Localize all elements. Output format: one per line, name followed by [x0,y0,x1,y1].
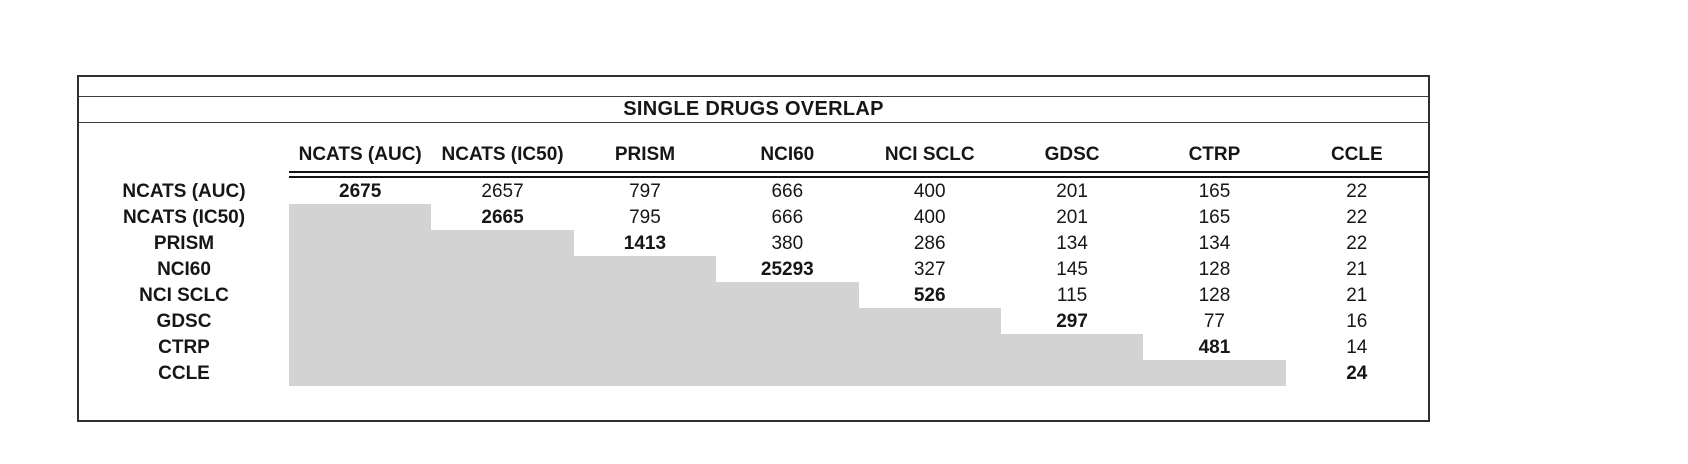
column-header-nci60: NCI60 [760,143,815,165]
value-cell: 22 [1346,180,1368,202]
value-cell: 16 [1346,310,1368,332]
value-cell: 2665 [481,206,524,228]
row-label-nci-sclc: NCI SCLC [139,284,229,306]
shaded-cell [716,308,859,334]
table-row-nci60: NCI60 25293 327 145 128 21 [79,256,1428,282]
title-row: SINGLE DRUGS OVERLAP [79,97,1428,123]
value-cell: 24 [1346,362,1368,384]
value-cell: 297 [1056,310,1088,332]
shaded-cell [573,308,717,334]
value-cell: 327 [913,258,946,280]
value-cell: 1413 [623,232,667,254]
table-row-ctrp: CTRP 481 14 [79,334,1428,360]
table-row-ccle: CCLE 24 [79,360,1428,386]
header-row: NCATS (AUC) NCATS (IC50) PRISM NCI60 NCI SCL… [79,137,1428,171]
column-header-ctrp: CTRP [1188,143,1241,165]
row-label-prism: PRISM [153,232,215,254]
table-row-prism: PRISM 1413 380 286 134 134 22 [79,230,1428,256]
shaded-cell [1000,360,1144,386]
value-cell: 2657 [481,180,524,202]
value-cell: 400 [913,206,946,228]
value-cell: 128 [1198,284,1231,306]
header-spacer [79,123,1428,137]
row-label-ccle: CCLE [158,362,210,384]
value-cell: 145 [1056,258,1088,280]
table-row-gdsc: GDSC 297 77 16 [79,308,1428,334]
value-cell: 77 [1203,310,1225,332]
column-header-prism: PRISM [614,143,676,165]
value-cell: 22 [1346,206,1368,228]
row-label-gdsc: GDSC [156,310,212,332]
value-cell: 795 [629,206,661,228]
table-body: NCATS (AUC) 2675 2657 797 666 400 201 165 22 NCAT… [79,178,1428,386]
value-cell: 666 [771,206,804,228]
table-row-ncats-auc: NCATS (AUC) 2675 2657 797 666 400 201 165 22 [79,178,1428,204]
shaded-cell [858,308,1001,334]
shaded-cell [858,334,1001,360]
shaded-cell [431,230,574,256]
value-cell: 286 [913,232,946,254]
shaded-cell [431,334,574,360]
row-label-nci60: NCI60 [157,258,211,280]
shaded-cell [289,334,432,360]
shaded-cell [573,256,717,282]
value-cell: 134 [1056,232,1088,254]
value-cell: 14 [1346,336,1368,358]
column-header-gdsc: GDSC [1044,143,1100,165]
column-header-ncats-auc: NCATS (AUC) [298,143,422,165]
shaded-cell [716,334,859,360]
shaded-cell [573,282,717,308]
value-cell: 400 [913,180,946,202]
table-title: SINGLE DRUGS OVERLAP [623,98,884,120]
top-strip [79,77,1428,97]
value-cell: 21 [1346,284,1368,306]
row-label-ncats-ic50: NCATS (IC50) [122,206,246,228]
value-cell: 134 [1198,232,1231,254]
single-drugs-overlap-table: SINGLE DRUGS OVERLAP NCATS (AUC) NCATS (I… [77,75,1430,422]
value-cell: 25293 [760,258,814,280]
shaded-cell [1000,334,1144,360]
row-label-ctrp: CTRP [158,336,210,358]
value-cell: 165 [1198,206,1231,228]
value-cell: 201 [1056,180,1088,202]
value-cell: 165 [1198,180,1231,202]
shaded-cell [431,308,574,334]
column-header-ncats-ic50: NCATS (IC50) [441,143,564,165]
shaded-cell [431,282,574,308]
column-header-nci-sclc: NCI SCLC [884,143,975,165]
shaded-cell [431,256,574,282]
value-cell: 380 [771,232,804,254]
row-label-ncats-auc: NCATS (AUC) [122,180,246,202]
value-cell: 22 [1346,232,1368,254]
value-cell: 2675 [339,180,382,202]
shaded-cell [289,360,432,386]
shaded-cell [573,334,717,360]
value-cell: 526 [913,284,946,306]
value-cell: 128 [1198,258,1231,280]
table-row-ncats-ic50: NCATS (IC50) 2665 795 666 400 201 165 22 [79,204,1428,230]
value-cell: 797 [629,180,661,202]
value-cell: 21 [1346,258,1368,280]
shaded-cell [573,360,717,386]
value-cell: 201 [1056,206,1088,228]
shaded-cell [289,256,432,282]
table-row-nci-sclc: NCI SCLC 526 115 128 21 [79,282,1428,308]
value-cell: 481 [1198,336,1231,358]
shaded-cell [431,360,574,386]
value-cell: 115 [1056,284,1088,306]
shaded-cell [858,360,1001,386]
shaded-cell [289,204,432,230]
shaded-cell [1143,360,1286,386]
value-cell: 666 [771,180,804,202]
corner-cell [79,137,289,171]
shaded-cell [716,282,859,308]
header-double-rule [289,171,1428,178]
shaded-cell [289,308,432,334]
shaded-cell [716,360,859,386]
column-header-ccle: CCLE [1330,143,1383,165]
shaded-cell [289,230,432,256]
shaded-cell [289,282,432,308]
